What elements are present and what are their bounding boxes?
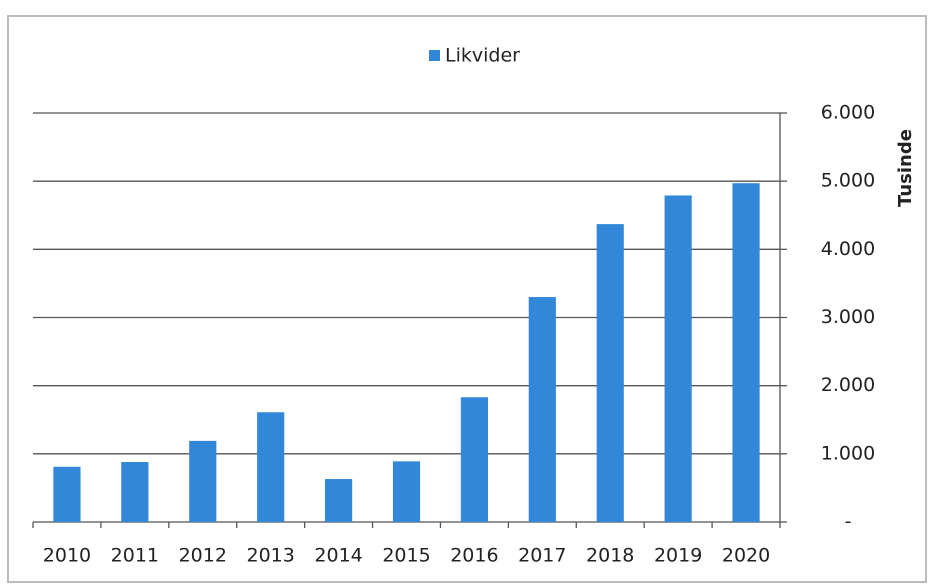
y-tick-label: 1.000	[821, 442, 875, 464]
x-tick-label: 2012	[179, 545, 227, 567]
bar	[460, 397, 488, 522]
y-tick-label: 2.000	[821, 374, 875, 396]
y-tick-label: 5.000	[821, 170, 875, 192]
bar	[257, 412, 285, 522]
x-tick-label: 2014	[314, 545, 362, 567]
y-axis-label: Tusinde	[895, 129, 916, 207]
bar	[596, 224, 624, 522]
x-tick-label: 2010	[43, 545, 91, 567]
y-tick-label: -	[845, 511, 852, 533]
x-tick-label: 2016	[450, 545, 498, 567]
bar	[189, 440, 217, 522]
y-tick-label: 3.000	[821, 306, 875, 328]
bar	[53, 466, 81, 522]
legend-label: Likvider	[445, 45, 520, 67]
bar	[732, 183, 760, 522]
bar	[325, 479, 353, 522]
y-tick-label: 6.000	[821, 102, 875, 124]
x-tick-label: 2013	[247, 545, 295, 567]
legend-swatch	[429, 50, 440, 61]
x-tick-label: 2020	[722, 545, 770, 567]
bar	[664, 195, 692, 522]
x-tick-label: 2015	[382, 545, 430, 567]
bar	[392, 461, 421, 522]
x-tick-label: 2017	[518, 545, 566, 567]
bar	[121, 462, 149, 522]
x-tick-label: 2011	[111, 545, 159, 567]
bar	[528, 297, 556, 522]
x-tick-label: 2019	[654, 545, 702, 567]
y-tick-label: 4.000	[821, 238, 875, 260]
x-tick-label: 2018	[586, 545, 634, 567]
